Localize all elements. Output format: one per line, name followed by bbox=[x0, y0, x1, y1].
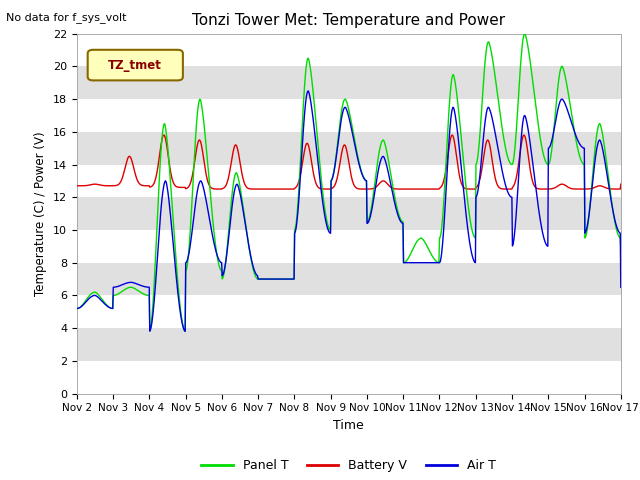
Bar bbox=[77, 165, 621, 197]
Title: Tonzi Tower Met: Temperature and Power: Tonzi Tower Met: Temperature and Power bbox=[192, 13, 506, 28]
Bar bbox=[77, 99, 621, 132]
Text: TZ_tmet: TZ_tmet bbox=[108, 59, 162, 72]
Legend: Panel T, Battery V, Air T: Panel T, Battery V, Air T bbox=[196, 455, 501, 477]
Bar bbox=[77, 197, 621, 230]
Bar bbox=[77, 328, 621, 361]
Bar bbox=[77, 34, 621, 66]
Bar bbox=[77, 66, 621, 99]
Text: No data for f_sys_volt: No data for f_sys_volt bbox=[6, 12, 127, 23]
Bar bbox=[77, 230, 621, 263]
Bar bbox=[77, 361, 621, 394]
Bar bbox=[77, 263, 621, 295]
X-axis label: Time: Time bbox=[333, 419, 364, 432]
FancyBboxPatch shape bbox=[88, 50, 183, 80]
Bar bbox=[77, 132, 621, 165]
Y-axis label: Temperature (C) / Power (V): Temperature (C) / Power (V) bbox=[35, 132, 47, 296]
Bar bbox=[77, 295, 621, 328]
